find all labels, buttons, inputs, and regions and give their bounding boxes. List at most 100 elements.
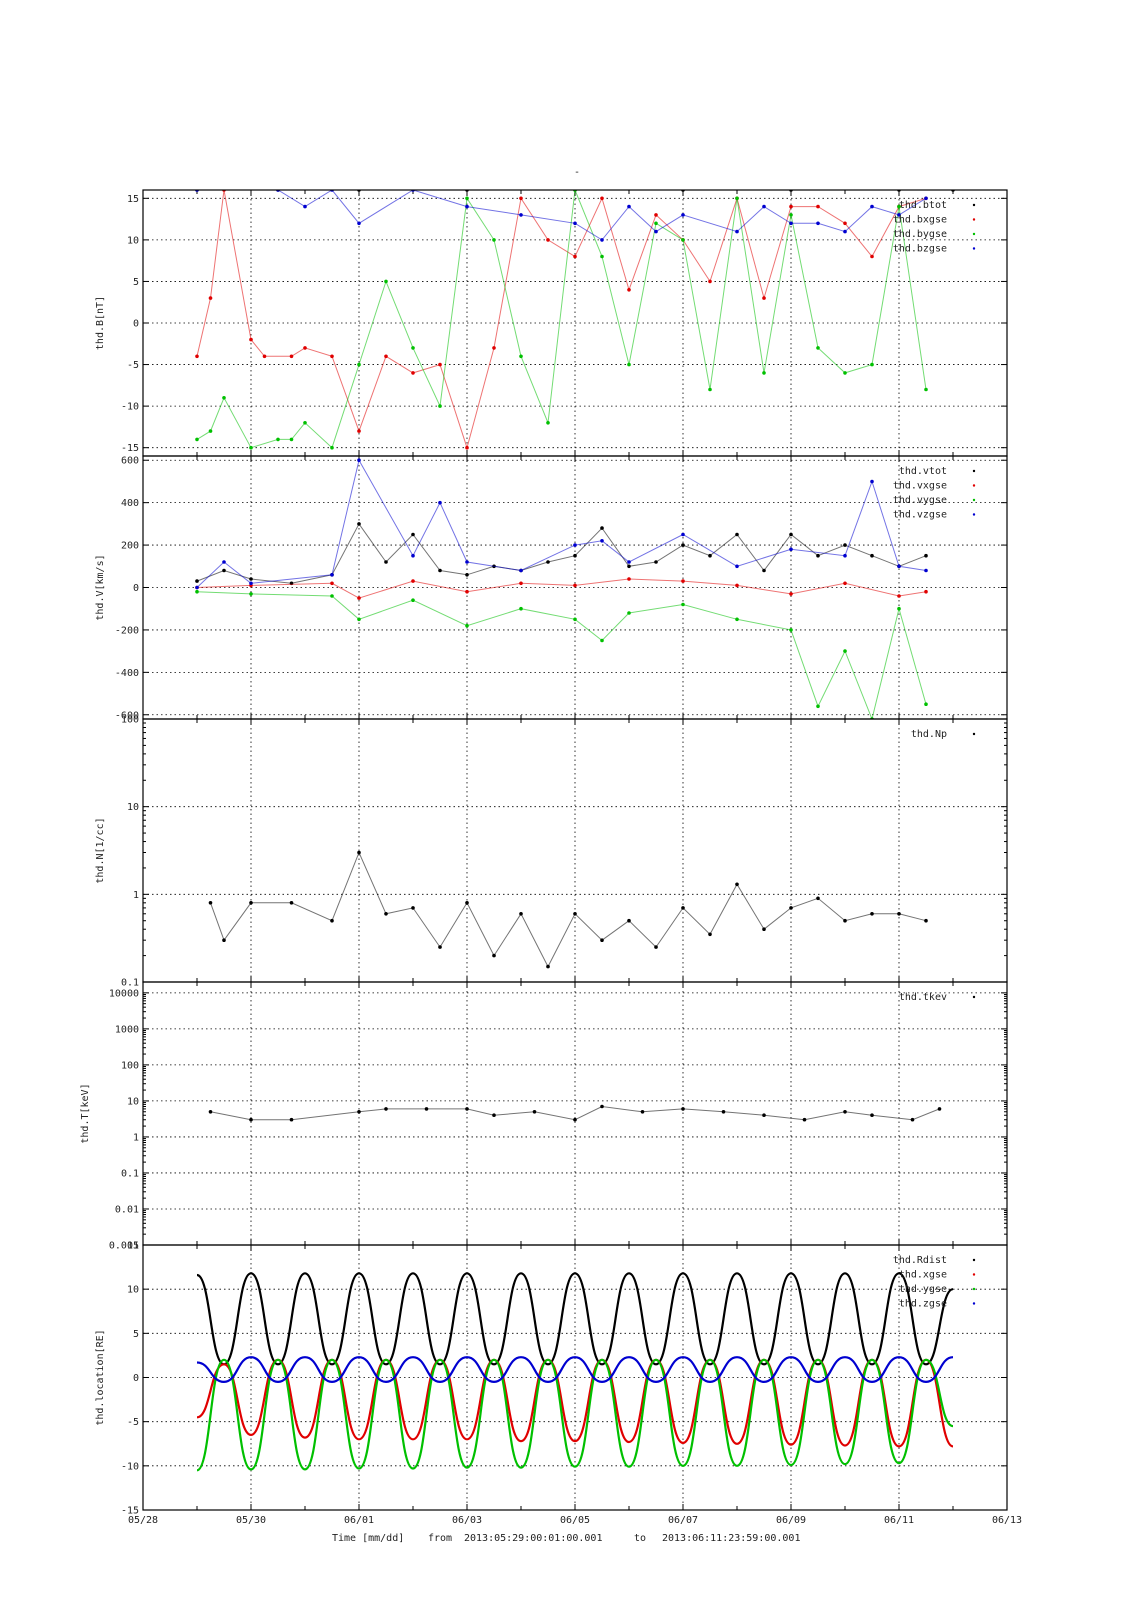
data-point xyxy=(492,953,496,958)
data-point xyxy=(519,354,523,359)
data-point xyxy=(816,221,820,226)
legend-marker xyxy=(972,1258,976,1262)
legend-label: thd.ygse xyxy=(899,1284,947,1295)
data-point xyxy=(870,1113,874,1117)
series-trace-thd.bygse xyxy=(196,190,927,449)
data-point xyxy=(438,568,442,573)
data-point xyxy=(195,354,199,359)
y-tick-label: 1000 xyxy=(115,1024,139,1035)
panel-4: 0.001 0.01 0.1 1 10 100 1000 10000 thd.T[keV] thd… xyxy=(80,981,1008,1252)
data-point xyxy=(195,437,199,442)
y-tick-label: 0.01 xyxy=(115,1204,139,1215)
data-point xyxy=(465,1107,469,1111)
data-point xyxy=(438,362,442,367)
data-point xyxy=(573,583,577,588)
data-point xyxy=(330,594,334,598)
data-point xyxy=(735,564,739,569)
legend-label: thd.bygse xyxy=(893,229,947,240)
data-point xyxy=(600,526,604,530)
data-point xyxy=(465,204,469,209)
data-point xyxy=(289,437,294,442)
data-point xyxy=(330,445,334,450)
y-axis-label: thd.location[RE] xyxy=(95,1329,106,1425)
panel-legend: thd.Rdist thd.xgse thd.ygse thd.zgse xyxy=(893,1255,976,1310)
data-point xyxy=(897,213,901,217)
data-point xyxy=(465,573,469,577)
data-point xyxy=(735,532,739,537)
x-tick-label: 06/11 xyxy=(884,1515,914,1526)
data-point xyxy=(519,213,523,217)
data-point xyxy=(600,1104,604,1109)
panel-grid xyxy=(143,719,1007,982)
data-point xyxy=(384,560,388,564)
data-point xyxy=(249,1117,253,1122)
data-point xyxy=(600,539,604,543)
figure-title: - xyxy=(574,167,580,178)
data-point xyxy=(627,288,631,292)
panel-legend: thd.tkev xyxy=(899,992,976,1003)
data-point xyxy=(384,354,388,359)
data-point xyxy=(924,568,928,573)
x-tick-label: 06/13 xyxy=(992,1515,1022,1526)
data-point xyxy=(465,901,469,905)
legend-label: thd.Rdist xyxy=(893,1255,947,1266)
y-tick-label: 10 xyxy=(127,1285,139,1296)
data-point xyxy=(735,617,739,622)
y-axis-label: thd.V[km/s] xyxy=(95,554,106,620)
data-point xyxy=(600,638,604,643)
data-point xyxy=(681,602,685,607)
data-point xyxy=(222,938,226,942)
legend-marker xyxy=(972,995,976,999)
data-point xyxy=(573,912,577,916)
series-line-thd.zgse xyxy=(196,1356,954,1384)
data-point xyxy=(789,906,793,910)
legend-marker xyxy=(972,1287,976,1291)
y-tick-label: 15 xyxy=(127,194,139,205)
data-point xyxy=(816,704,820,709)
data-point xyxy=(735,229,739,234)
legend-label: thd.bzgse xyxy=(893,244,947,255)
x-tick-label: 06/09 xyxy=(776,1515,806,1526)
data-point xyxy=(762,927,766,931)
data-point xyxy=(289,901,294,905)
data-point xyxy=(627,564,631,569)
legend-marker xyxy=(972,1302,976,1305)
data-point xyxy=(303,204,307,209)
panel-series xyxy=(195,458,928,719)
data-point xyxy=(789,221,793,226)
figure-footer: Time [mm/dd] from 2013:05:29:00:01:00.00… xyxy=(332,1533,800,1544)
data-point xyxy=(303,346,307,350)
y-tick-label: -600 xyxy=(115,710,139,721)
y-tick-label: -5 xyxy=(127,360,139,371)
data-point xyxy=(208,296,213,300)
data-point xyxy=(249,901,253,905)
data-point xyxy=(843,229,847,234)
panel-2: -600 -400 -200 0 200 400 600 thd.V[km/s] thd.vto… xyxy=(95,455,1008,721)
data-point xyxy=(249,445,253,450)
data-point xyxy=(789,204,793,209)
data-point xyxy=(897,564,901,569)
data-point xyxy=(222,396,226,400)
y-tick-label: 10 xyxy=(127,1096,139,1107)
data-point xyxy=(357,458,361,463)
y-tick-label: -15 xyxy=(121,443,139,454)
series-line-thd.Rdist xyxy=(196,1272,954,1366)
panel-series xyxy=(208,850,928,969)
data-point xyxy=(843,371,847,375)
series-trace-thd.vygse xyxy=(196,591,927,719)
data-point xyxy=(519,568,523,573)
data-point xyxy=(870,254,874,259)
data-point xyxy=(600,196,604,201)
data-point xyxy=(573,221,577,226)
legend-label: thd.bxgse xyxy=(893,215,947,226)
data-point xyxy=(708,932,712,937)
legend-label: thd.zgse xyxy=(899,1299,947,1310)
y-tick-label: 600 xyxy=(121,456,139,467)
data-point xyxy=(735,882,739,887)
legend-label: thd.xgse xyxy=(899,1270,947,1281)
legend-label: thd.tkev xyxy=(899,992,947,1003)
data-point xyxy=(627,560,631,564)
data-point xyxy=(357,850,361,855)
data-point xyxy=(492,1113,496,1117)
